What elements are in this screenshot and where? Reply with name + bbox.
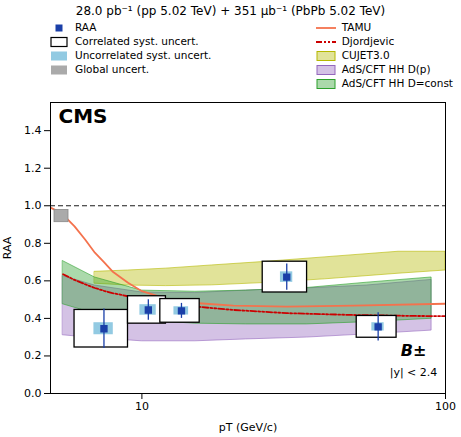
svg-text:RAA: RAA <box>1 236 14 259</box>
svg-text:B±: B± <box>401 341 427 360</box>
svg-text:1.2: 1.2 <box>24 162 42 175</box>
html-text:Djordjevic: Djordjevic <box>341 35 395 47</box>
html-text:Uncorrelated syst. uncert.: Uncorrelated syst. uncert. <box>75 49 212 61</box>
svg-text:0.2: 0.2 <box>24 349 42 362</box>
svg-text:10: 10 <box>135 400 149 413</box>
html-text:AdS/CFT HH D(p): AdS/CFT HH D(p) <box>341 63 431 75</box>
svg-text:0.6: 0.6 <box>24 274 42 287</box>
svg-text:1.0: 1.0 <box>24 199 42 212</box>
html-text:Global uncert.: Global uncert. <box>75 63 150 75</box>
svg-text:0.0: 0.0 <box>24 387 42 400</box>
html-text:CUJET3.0: CUJET3.0 <box>341 49 390 61</box>
html-text:28.0 pb⁻¹ (pp 5.02 TeV) + 351: 28.0 pb⁻¹ (pp 5.02 TeV) + 351 μb⁻¹ (PbPb… <box>75 4 386 18</box>
svg-text:pT (GeV/c): pT (GeV/c) <box>219 421 277 434</box>
html-text:RAA: RAA <box>75 21 97 33</box>
svg-text:1.4: 1.4 <box>24 124 42 137</box>
svg-text:|y| < 2.4: |y| < 2.4 <box>390 366 438 379</box>
svg-text:100: 100 <box>435 400 456 413</box>
html-text:TAMU: TAMU <box>341 21 372 33</box>
html-text:Correlated syst. uncert.: Correlated syst. uncert. <box>75 35 199 47</box>
html-text:AdS/CFT HH D=const: AdS/CFT HH D=const <box>341 77 453 89</box>
svg-text:0.4: 0.4 <box>24 312 42 325</box>
svg-text:CMS: CMS <box>59 104 108 128</box>
svg-text:0.8: 0.8 <box>24 237 42 250</box>
